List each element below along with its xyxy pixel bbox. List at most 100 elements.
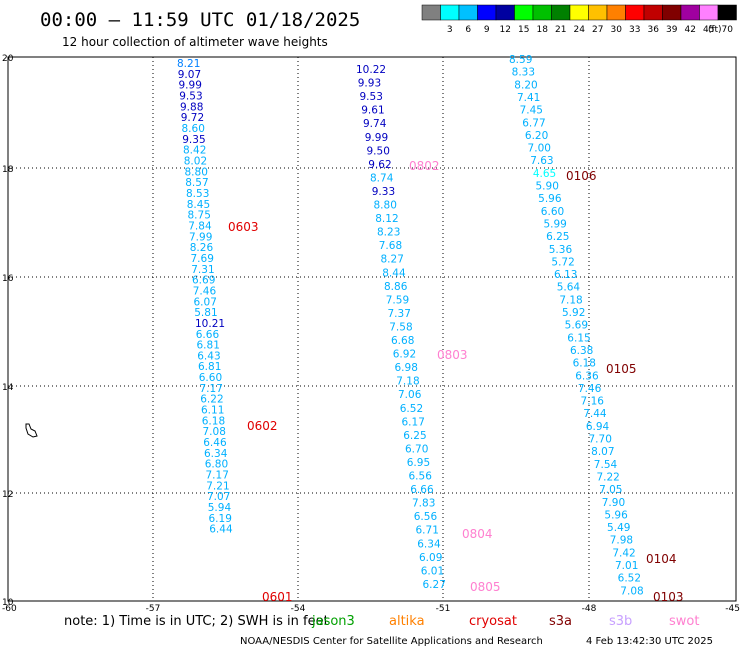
wave-height-value: 6.01 — [421, 565, 444, 577]
satellite-cryosat: cryosat — [469, 614, 517, 629]
wave-height-value: 6.56 — [414, 511, 438, 523]
legend-swatch — [680, 4, 700, 21]
lat-tick-label: 12 — [2, 490, 13, 500]
wave-height-value: 6.17 — [402, 416, 425, 428]
legend-swatch — [421, 4, 441, 21]
wave-height-value: 6.25 — [546, 231, 569, 243]
wave-height-value: 6.69 — [192, 275, 215, 287]
color-legend: 3 6 9 12 15 18 21 24 27 30 33 36 39 42 45 70 — [421, 4, 737, 35]
wave-height-value: 7.18 — [559, 294, 582, 306]
wave-height-value: 8.53 — [186, 188, 209, 200]
pass-label-0805: 0805 — [470, 580, 501, 594]
wave-height-value: 7.90 — [602, 497, 625, 509]
wave-height-value: 6.56 — [409, 471, 433, 483]
wave-height-value: 7.84 — [188, 220, 212, 232]
legend-swatch — [662, 4, 682, 21]
legend-unit: (ft) — [708, 25, 722, 35]
wave-height-value: 7.01 — [615, 560, 638, 572]
longitude-ticks: -60 -57 -54 -51 -48 -45 — [2, 604, 740, 614]
wave-height-value: 6.15 — [567, 332, 590, 344]
wave-height-value: 7.08 — [203, 426, 226, 438]
wave-height-value: 8.80 — [374, 200, 397, 212]
wave-height-value: 6.46 — [203, 437, 227, 449]
wave-height-value: 6.38 — [570, 345, 593, 357]
wave-height-value: 7.31 — [191, 264, 214, 276]
legend-swatch — [532, 4, 552, 21]
wave-height-value: 8.59 — [509, 54, 532, 66]
wave-height-value: 6.92 — [393, 349, 416, 361]
wave-height-value: 5.96 — [538, 193, 562, 205]
wave-height-value: 5.64 — [557, 282, 581, 294]
wave-height-value: 6.80 — [205, 459, 228, 471]
satellite-jason3: jason3 — [311, 614, 355, 629]
wave-height-value: 8.20 — [514, 79, 537, 91]
legend-label: 9 — [484, 25, 490, 35]
wave-height-value: 8.33 — [512, 67, 535, 79]
wave-height-value: 7.37 — [388, 308, 411, 320]
wave-height-value: 9.33 — [372, 186, 395, 198]
pass-labels: 0603 0602 0601 0802 0803 0804 0805 0106 0105 0104… — [228, 159, 684, 604]
wave-height-value: 4.65 — [533, 168, 556, 180]
wave-height-value: 5.96 — [604, 509, 628, 521]
map-subtitle: 12 hour collection of altimeter wave hei… — [62, 35, 328, 49]
wave-height-value: 8.12 — [375, 213, 398, 225]
wave-height-value: 10.22 — [356, 64, 386, 76]
pass-label-0803: 0803 — [437, 348, 468, 362]
wave-height-value: 7.83 — [412, 498, 435, 510]
wave-height-value: 7.59 — [386, 294, 409, 306]
wave-height-value: 8.75 — [188, 210, 211, 222]
wave-height-value: 6.07 — [194, 296, 217, 308]
wave-height-value: 7.00 — [528, 143, 551, 155]
wave-height-value: 7.06 — [398, 389, 422, 401]
wave-height-value: 5.69 — [565, 320, 588, 332]
wave-height-value: 6.77 — [522, 117, 545, 129]
wave-height-value: 5.81 — [194, 307, 217, 319]
wave-height-value: 9.35 — [182, 134, 205, 146]
pass-label-0804: 0804 — [462, 527, 493, 541]
wave-height-value: 8.74 — [370, 172, 394, 184]
wave-height-value: 7.08 — [620, 585, 643, 597]
wave-height-value: 6.18 — [202, 415, 225, 427]
legend-label: 24 — [574, 25, 586, 35]
wave-height-value: 7.17 — [206, 470, 229, 482]
wave-height-value: 8.44 — [382, 267, 406, 279]
wave-height-value: 8.86 — [384, 281, 408, 293]
satellite-legend: jason3 altika cryosat s3a s3b swot — [311, 614, 699, 629]
legend-swatch — [495, 4, 515, 21]
wave-height-value: 9.61 — [361, 105, 384, 117]
pass-label-0602: 0602 — [247, 419, 278, 433]
wave-height-value: 7.46 — [578, 383, 602, 395]
wave-height-value: 5.92 — [562, 307, 585, 319]
legend-swatch — [717, 4, 737, 21]
wave-height-value: 6.43 — [197, 350, 220, 362]
wave-height-value: 6.66 — [196, 329, 220, 341]
timestamp-text: 4 Feb 13:42:30 UTC 2025 — [586, 636, 713, 647]
legend-swatch — [588, 4, 608, 21]
wave-height-value: 7.46 — [193, 285, 217, 297]
wave-height-value: 6.52 — [400, 403, 423, 415]
legend-label: 6 — [465, 25, 471, 35]
wave-height-value: 7.16 — [581, 396, 605, 408]
legend-label: 39 — [666, 25, 678, 35]
wave-height-value: 8.80 — [185, 166, 208, 178]
pass-label-0106: 0106 — [566, 169, 597, 183]
lat-tick-label: 16 — [2, 274, 14, 284]
wave-height-value: 6.22 — [200, 394, 223, 406]
wave-height-value: 6.34 — [204, 448, 228, 460]
wave-height-value: 7.17 — [200, 383, 223, 395]
lat-tick-label: 14 — [2, 383, 14, 393]
wave-height-value: 7.58 — [389, 321, 412, 333]
wave-height-value: 7.41 — [517, 92, 540, 104]
lat-tick-label: 18 — [2, 165, 14, 175]
wave-height-value: 8.57 — [185, 177, 208, 189]
wave-height-value: 7.69 — [191, 253, 214, 265]
island-outline — [25, 423, 38, 438]
latitude-ticks: 20 18 16 14 12 10 — [2, 54, 14, 608]
legend-swatch — [606, 4, 626, 21]
wave-height-value: 9.53 — [179, 90, 202, 102]
wave-height-value: 6.98 — [395, 362, 418, 374]
wave-height-value: 6.70 — [405, 443, 428, 455]
wave-height-value: 7.07 — [207, 491, 230, 503]
lon-tick-label: -54 — [291, 604, 306, 614]
